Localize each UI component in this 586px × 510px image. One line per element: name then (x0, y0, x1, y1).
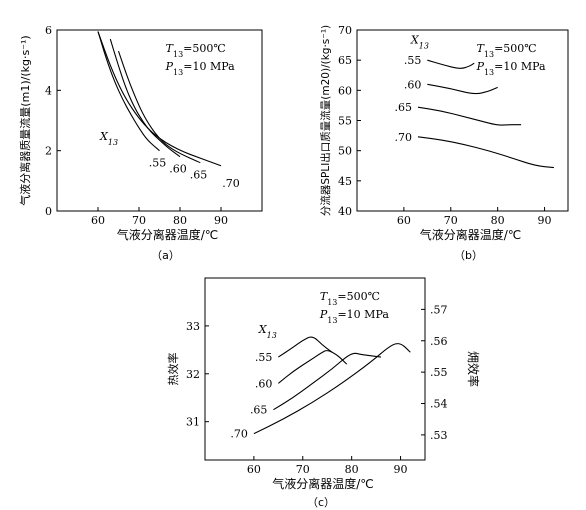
plot-frame (56, 29, 263, 212)
y-tick-label: 2 (45, 145, 52, 158)
series-line-65 (417, 106, 522, 126)
y-axis-label: 分流器SPLI出口质量流量(m20)/(kg·s⁻¹) (319, 25, 332, 216)
x-tick-label: 60 (247, 463, 261, 476)
x-tick-label: 70 (132, 214, 146, 227)
chart-panel-3: 60 70 80 90 31 32 33 .53 .54 .55 .56 .57 .55 .60 .65.7… (166, 277, 481, 509)
x-tick-label: 90 (538, 214, 552, 227)
group-label: X13 (258, 323, 277, 340)
annotation-temperature: T13=500℃ (320, 290, 380, 307)
annotation-pressure: P13=10 MPa (319, 308, 389, 325)
series-line-55 (278, 336, 333, 358)
panel-label: （b） (454, 249, 483, 262)
series-line-70 (97, 31, 222, 167)
annotation-temperature: T13=500℃ (166, 42, 226, 59)
chart-panel-1: 60 70 80 90 0 2 4 6 .55.60.65 .70 X13 T13=500℃P13=1… (18, 24, 263, 262)
y-tick-label: 4 (45, 84, 52, 97)
series-label: .70 (222, 177, 240, 190)
y-tick-label: 45 (338, 175, 352, 188)
x-axis-label: 气液分离器温度/℃ (420, 227, 522, 242)
series-label: .55 (404, 54, 422, 67)
series-line-60 (109, 38, 181, 158)
y2-tick-label: .54 (430, 398, 448, 411)
x-axis-label: 气液分离器温度/℃ (117, 227, 219, 242)
y-tick-label: 70 (338, 24, 352, 37)
panel-label: （c） (307, 496, 335, 509)
series-line-65 (273, 352, 382, 411)
y2-tick-label: .55 (430, 366, 448, 379)
y-tick-label: 33 (186, 320, 200, 333)
series-line-55 (97, 31, 160, 152)
series-label: .70 (394, 131, 412, 144)
series-label: .70 (230, 428, 248, 441)
x-tick-label: 80 (491, 214, 505, 227)
y2-tick-label: .57 (430, 303, 448, 316)
plot-frame (356, 29, 569, 212)
series-label: .60 (255, 377, 273, 390)
series-line-70 (253, 343, 411, 435)
y-axis-label: 热效率 (166, 353, 180, 386)
chart-panel-2: 60 70 80 90 40 45 50 55 60 65 70 .55 .60 .65 .70 X13 T13… (319, 24, 569, 262)
y-tick-label: 60 (338, 84, 352, 97)
y-axis-label: 气液分离器质量流量(m1)/(kg·s⁻¹) (18, 35, 32, 205)
series-label: .55 (255, 351, 273, 364)
y-tick-label: 6 (45, 24, 52, 37)
annotation-pressure: P13=10 MPa (476, 60, 546, 77)
series-label: .60 (404, 78, 422, 91)
series-line-60 (427, 83, 498, 95)
series-line-65 (117, 50, 201, 164)
y2-axis-label: 㶲效率 (466, 351, 481, 387)
y-tick-label: 65 (338, 54, 352, 67)
y-tick-label: 55 (338, 115, 352, 128)
y-tick-label: 40 (338, 205, 352, 218)
x-tick-label: 80 (345, 463, 359, 476)
series-line-60 (277, 350, 348, 384)
y-tick-label: 32 (186, 368, 200, 381)
group-label: X13 (99, 130, 118, 147)
panel-label: （a） (151, 249, 180, 262)
y2-tick-label: .56 (430, 335, 448, 348)
x-tick-label: 60 (397, 214, 411, 227)
x-tick-label: 90 (214, 214, 228, 227)
y2-tick-label: .53 (430, 429, 448, 442)
x-tick-label: 60 (91, 214, 105, 227)
plot-frame (204, 277, 426, 461)
x-tick-label: 90 (394, 463, 408, 476)
y-tick-label: 31 (186, 416, 200, 429)
series-label: .60 (169, 163, 187, 176)
annotation-pressure: P13=10 MPa (165, 60, 235, 77)
x-tick-label: 70 (444, 214, 458, 227)
series-label: .65 (394, 101, 412, 114)
y-tick-label: 0 (45, 205, 52, 218)
series-label: .65 (190, 169, 208, 182)
group-label: X13 (410, 33, 429, 50)
series-label: .65 (250, 404, 268, 417)
y-tick-label: 50 (338, 145, 352, 158)
series-line-55 (427, 59, 475, 69)
x-tick-label: 70 (296, 463, 310, 476)
x-axis-label: 气液分离器温度/℃ (272, 476, 374, 491)
series-line-70 (417, 136, 554, 169)
series-label: .55 (149, 157, 167, 170)
x-tick-label: 80 (173, 214, 187, 227)
annotation-temperature: T13=500℃ (477, 42, 537, 59)
